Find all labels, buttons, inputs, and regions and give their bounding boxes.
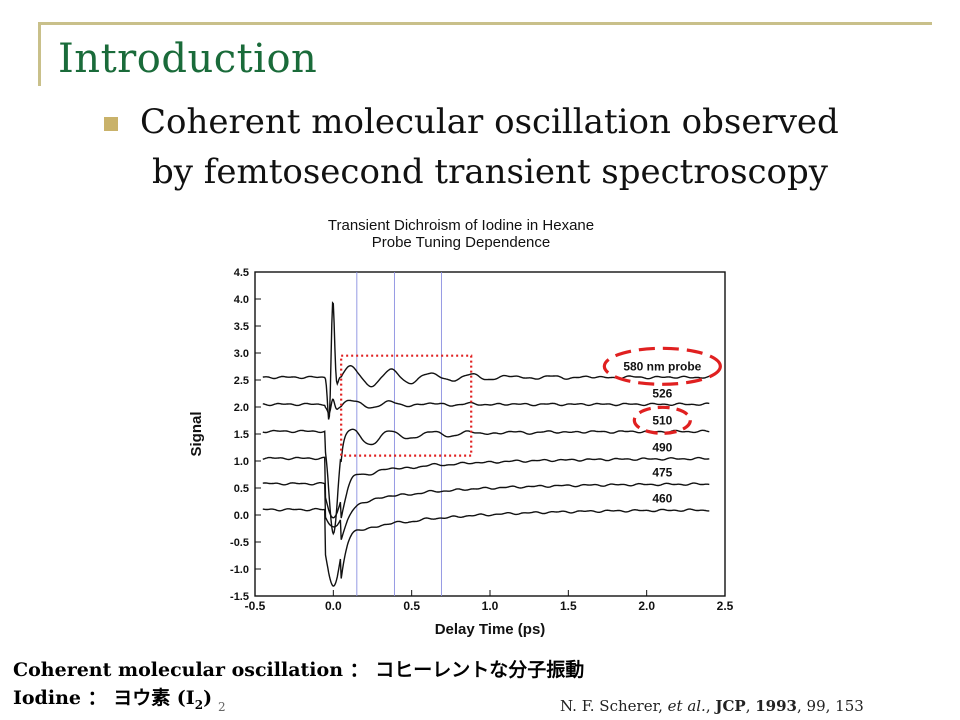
trace-label-5: 460: [652, 492, 672, 506]
x-tick-label-0: -0.5: [245, 599, 266, 613]
y-tick-label-7: 1.0: [234, 456, 249, 468]
citation-rest: , 99, 153: [797, 697, 864, 715]
y-tick-label-1: 4.0: [234, 294, 249, 306]
citation: N. F. Scherer, et al., JCP, 1993, 99, 15…: [560, 697, 864, 715]
y-tick-label-4: 2.5: [234, 375, 249, 387]
trace-label-0: 580 nm probe: [623, 359, 701, 373]
bullet-square-icon: [104, 117, 118, 131]
trace-5: [262, 507, 710, 587]
citation-authors: N. F. Scherer,: [560, 697, 668, 715]
trace-4: [262, 482, 710, 540]
trace-3: [262, 456, 710, 519]
y-tick-label-12: -1.5: [230, 591, 249, 603]
y-tick-label-11: -1.0: [230, 564, 249, 576]
y-axis-label: Signal: [188, 411, 205, 456]
citation-sep2: ,: [745, 697, 756, 715]
y-tick-label-2: 3.5: [234, 321, 249, 333]
trace-1: [262, 398, 710, 415]
y-tick-label-6: 1.5: [234, 429, 249, 441]
x-tick-label-3: 1.0: [482, 599, 499, 613]
x-tick-label-1: 0.0: [325, 599, 342, 613]
trace-0: [262, 301, 710, 420]
y-tick-label-9: 0.0: [234, 510, 249, 522]
highlight-box: [340, 354, 473, 457]
y-tick-label-0: 4.5: [234, 267, 249, 279]
x-tick-label-2: 0.5: [403, 599, 420, 613]
x-tick-label-4: 1.5: [560, 599, 577, 613]
slide-title: Introduction: [58, 36, 318, 82]
y-tick-label-5: 2.0: [234, 402, 249, 414]
trace-label-4: 475: [652, 466, 672, 480]
bullet-text-line2: by femtosecond transient spectroscopy: [152, 152, 828, 192]
y-tick-label-3: 3.0: [234, 348, 249, 360]
citation-journal: JCP: [715, 697, 746, 715]
trace-label-1: 526: [652, 386, 672, 400]
page-number: 2: [218, 700, 226, 714]
title-accent-vertical: [38, 22, 41, 86]
citation-sep1: ,: [705, 697, 716, 715]
x-tick-label-6: 2.5: [717, 599, 734, 613]
y-tick-label-10: -0.5: [230, 537, 249, 549]
gloss-iodine-subscript: 2: [194, 697, 204, 712]
bullet-text-line1: Coherent molecular oscillation observed: [140, 102, 839, 142]
citation-year: 1993: [755, 697, 797, 715]
highlight-ellipse-580: [602, 346, 722, 386]
y-tick-label-8: 0.5: [234, 483, 249, 495]
gloss-iodine: Iodine ： ヨウ素 (I2): [13, 683, 212, 712]
chart-subtitle: Probe Tuning Dependence: [372, 234, 550, 251]
gloss-iodine-close: ): [203, 687, 213, 709]
trace-2: [262, 428, 710, 536]
x-tick-label-5: 2.0: [638, 599, 655, 613]
title-accent-horizontal: [38, 22, 932, 25]
gloss-iodine-text: Iodine ： ヨウ素 (I: [13, 687, 195, 709]
citation-etal: et al.: [667, 697, 706, 715]
trace-label-2: 510: [652, 413, 672, 427]
x-axis-label: Delay Time (ps): [435, 621, 546, 638]
gloss-coherent-oscillation: Coherent molecular oscillation ： コヒーレントな…: [13, 659, 585, 681]
chart-title: Transient Dichroism of Iodine in Hexane: [328, 217, 594, 234]
chart: Transient Dichroism of Iodine in HexaneP…: [188, 217, 734, 638]
trace-label-3: 490: [652, 440, 672, 454]
